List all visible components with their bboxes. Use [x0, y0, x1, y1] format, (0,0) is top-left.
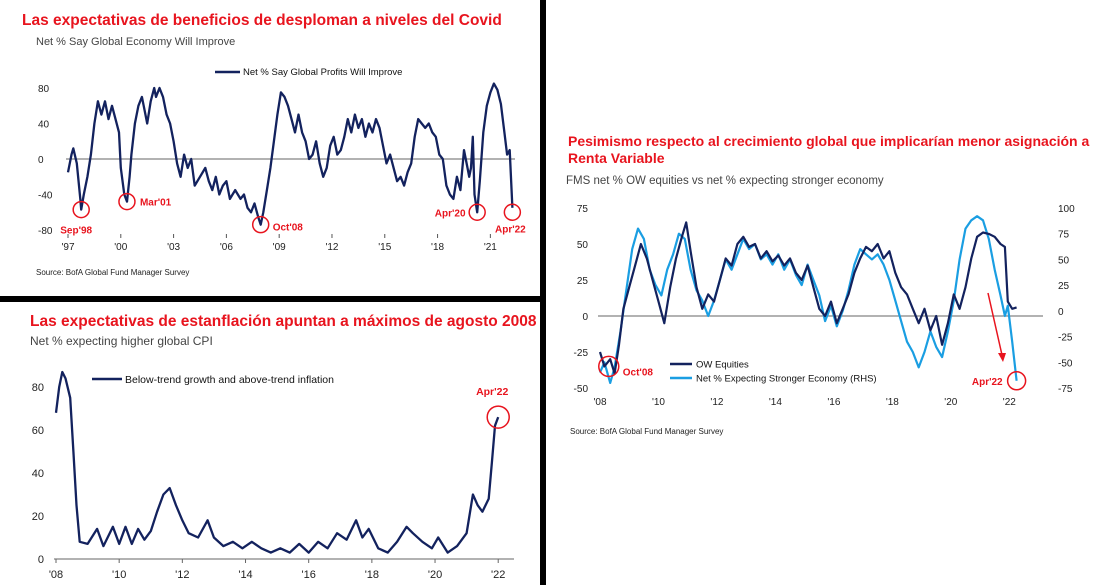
y-tick-label: 60: [32, 425, 44, 437]
y-right-tick-label: -75: [1058, 384, 1073, 395]
x-tick-label: '10: [112, 569, 126, 581]
y-right-tick-label: -25: [1058, 333, 1073, 344]
y-tick-label: 80: [32, 382, 44, 394]
annotation-label: Apr'22: [972, 377, 1003, 388]
cpi-chart: 0 20 40 60 80 '08 '10 '12 '14 '16 '18 '20 '22 Below-t…: [32, 370, 514, 581]
y-tick-label: 40: [32, 468, 44, 480]
x-tick-label: '03: [167, 242, 180, 253]
highlight-circle: [118, 192, 136, 211]
y-left-tick-label: -50: [574, 384, 589, 395]
vertical-divider: [540, 0, 546, 585]
legend-label-profits: Net % Say Global Profits Will Improve: [243, 67, 402, 78]
y-tick-label: -80: [38, 226, 53, 237]
y-right-tick-label: 75: [1058, 230, 1070, 241]
legend-label-stronger-economy: Net % Expecting Stronger Economy (RHS): [696, 374, 877, 385]
highlight-circle: [72, 200, 90, 219]
legend-label-stagflation: Below-trend growth and above-trend infla…: [125, 374, 334, 386]
highlight-circle: [1006, 371, 1027, 391]
series-line-stronger-economy: [598, 215, 1018, 384]
x-tick-label: '22: [491, 569, 505, 581]
profits-panel: Las expectativas de beneficios de desplo…: [0, 0, 540, 296]
y-right-tick-label: 0: [1058, 307, 1064, 318]
y-left-tick-label: 50: [577, 240, 589, 251]
x-tick-label: '20: [428, 569, 442, 581]
annotation-label: Sep'98: [60, 226, 92, 237]
highlight-circle: [468, 203, 486, 221]
y-right-tick-label: -50: [1058, 358, 1073, 369]
cpi-panel: Las expectativas de estanflación apuntan…: [0, 302, 540, 585]
x-tick-label: '12: [175, 569, 189, 581]
profits-chart: -80 -40 0 40 80 '97 '00 '03 '06 '09 '12 '15 '18 '21 Ne…: [38, 67, 526, 253]
x-tick-label: '12: [710, 397, 723, 408]
x-tick-label: '14: [238, 569, 252, 581]
x-tick-label: '15: [378, 242, 391, 253]
series-line-stagflation: [54, 370, 500, 554]
highlight-circle: [503, 203, 522, 221]
x-tick-label: '10: [652, 397, 665, 408]
annotation-label: Oct'08: [273, 223, 304, 234]
x-tick-label: '22: [1003, 397, 1016, 408]
y-tick-label: 0: [38, 554, 44, 566]
annotation-label: Apr'22: [495, 224, 526, 235]
x-tick-label: '16: [302, 569, 316, 581]
x-tick-label: '97: [61, 242, 74, 253]
equities-chart: -50 -25 0 25 50 75 -75 -50 -25 0 25 50 75 100 '08 '10 '1…: [574, 204, 1076, 408]
x-tick-label: '18: [365, 569, 379, 581]
trend-arrow-head: [998, 353, 1006, 362]
y-tick-label: -40: [38, 191, 53, 202]
y-right-tick-label: 50: [1058, 255, 1070, 266]
y-tick-label: 80: [38, 84, 50, 95]
equities-panel: Pesimismo respecto al crecimiento global…: [546, 0, 1099, 585]
legend-label-ow-equities: OW Equities: [696, 360, 749, 371]
annotation-label: Oct'08: [623, 367, 654, 378]
annotation-label: Apr'20: [435, 208, 466, 219]
equities-title: Pesimismo respecto al crecimiento global…: [568, 133, 1090, 166]
x-tick-label: '06: [220, 242, 233, 253]
highlight-circle: [598, 355, 620, 378]
annotation-label: Apr'22: [476, 386, 508, 398]
horizontal-divider: [0, 296, 542, 302]
y-right-tick-label: 25: [1058, 281, 1070, 292]
cpi-title: Las expectativas de estanflación apuntan…: [30, 313, 537, 330]
y-right-tick-label: 100: [1058, 204, 1075, 215]
y-tick-label: 0: [38, 155, 44, 166]
x-tick-label: '18: [886, 397, 899, 408]
x-tick-label: '12: [325, 242, 338, 253]
profits-source: Source: BofA Global Fund Manager Survey: [36, 268, 190, 277]
profits-subtitle: Net % Say Global Economy Will Improve: [36, 36, 236, 48]
x-tick-label: '09: [273, 242, 286, 253]
x-tick-label: '08: [49, 569, 63, 581]
y-left-tick-label: 75: [577, 204, 589, 215]
x-tick-label: '08: [593, 397, 606, 408]
highlight-circle: [251, 215, 270, 234]
y-left-tick-label: 0: [582, 312, 588, 323]
annotation-label: Mar'01: [140, 198, 172, 209]
x-tick-label: '20: [944, 397, 957, 408]
x-tick-label: '18: [431, 242, 444, 253]
trend-arrow-line: [987, 292, 1003, 356]
highlight-circle: [486, 405, 510, 429]
y-left-tick-label: -25: [574, 348, 589, 359]
y-tick-label: 20: [32, 511, 44, 523]
x-tick-label: '00: [114, 242, 127, 253]
cpi-subtitle: Net % expecting higher global CPI: [30, 334, 213, 348]
equities-source: Source: BofA Global Fund Manager Survey: [570, 427, 724, 436]
x-tick-label: '16: [827, 397, 840, 408]
profits-title: Las expectativas de beneficios de desplo…: [22, 12, 502, 29]
y-tick-label: 40: [38, 120, 50, 131]
x-tick-label: '14: [769, 397, 782, 408]
series-line-ow-equities: [598, 221, 1017, 375]
series-line-profits: [66, 82, 514, 226]
equities-subtitle: FMS net % OW equities vs net % expecting…: [566, 175, 884, 187]
y-left-tick-label: 25: [577, 276, 589, 287]
x-tick-label: '21: [484, 242, 497, 253]
